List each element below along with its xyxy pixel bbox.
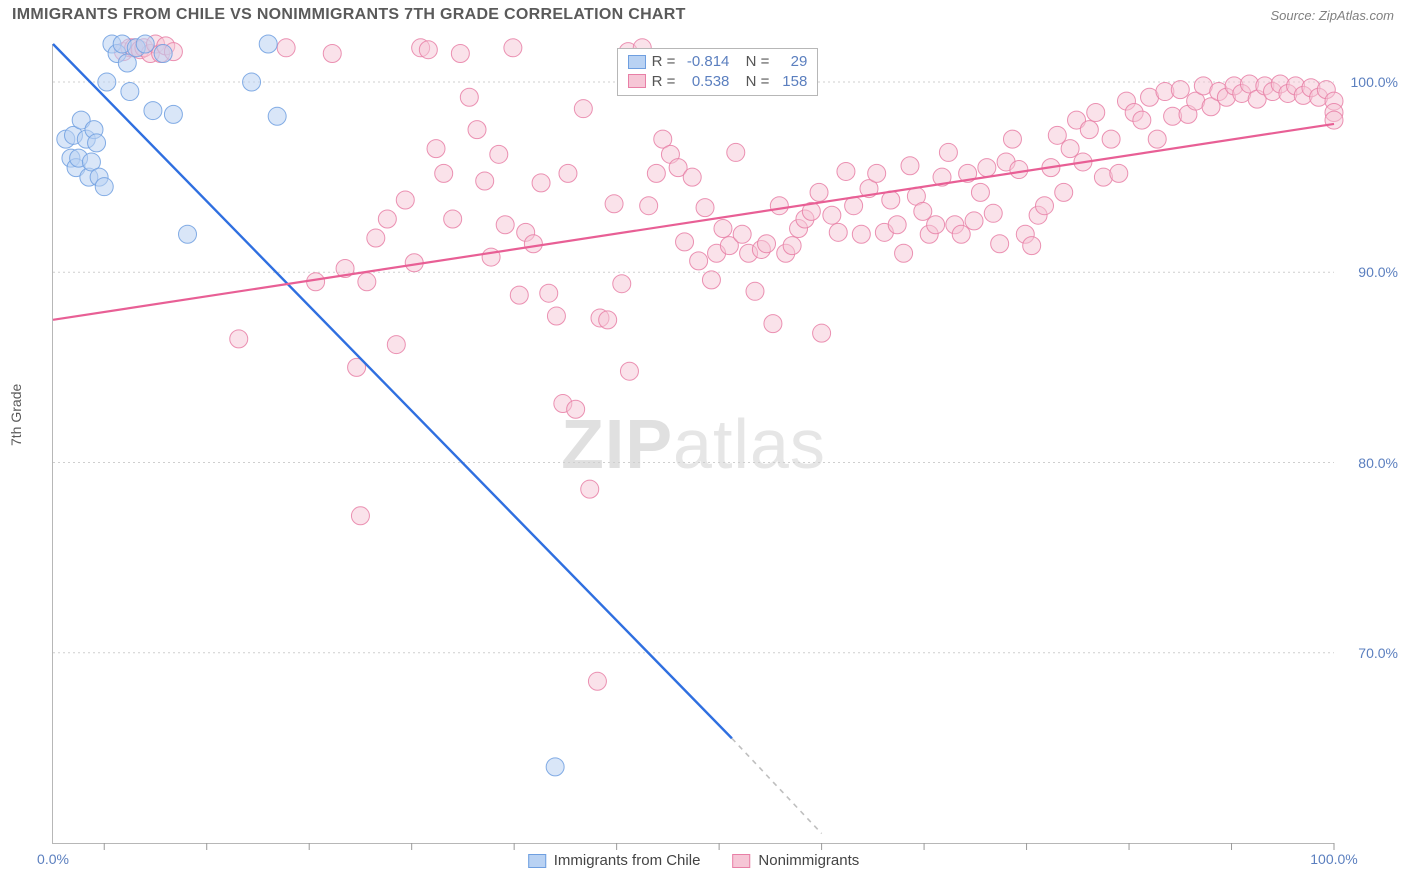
xtick-right: 100.0% bbox=[1310, 851, 1357, 867]
stat-r-val-a: -0.814 bbox=[681, 52, 729, 72]
stats-row-a: R = -0.814 N = 29 bbox=[628, 52, 808, 72]
legend-label-b: Nonimmigrants bbox=[758, 852, 859, 869]
stats-box: R = -0.814 N = 29 R = 0.538 N = 158 bbox=[617, 48, 819, 96]
legend-swatch-a bbox=[528, 854, 546, 868]
legend-item-a: Immigrants from Chile bbox=[528, 852, 701, 869]
stat-r-label-b: R = bbox=[652, 72, 676, 92]
stat-n-label-b: N = bbox=[746, 72, 770, 92]
swatch-a bbox=[628, 55, 646, 69]
ytick-label: 80.0% bbox=[1358, 455, 1398, 471]
stat-n-label-a: N = bbox=[746, 52, 770, 72]
ytick-label: 100.0% bbox=[1351, 74, 1398, 90]
plot-area: ZIPatlas R = -0.814 N = 29 R = 0.538 N =… bbox=[52, 44, 1334, 844]
bottom-legend: Immigrants from Chile Nonimmigrants bbox=[528, 852, 860, 869]
chart-title: IMMIGRANTS FROM CHILE VS NONIMMIGRANTS 7… bbox=[12, 6, 686, 24]
stat-r-val-b: 0.538 bbox=[681, 72, 729, 92]
legend-swatch-b bbox=[732, 854, 750, 868]
y-axis-title: 7th Grade bbox=[8, 384, 24, 446]
swatch-b bbox=[628, 74, 646, 88]
stat-r-label-a: R = bbox=[652, 52, 676, 72]
legend-item-b: Nonimmigrants bbox=[732, 852, 859, 869]
ytick-label: 70.0% bbox=[1358, 645, 1398, 661]
chart-svg bbox=[53, 44, 1334, 843]
xtick-left: 0.0% bbox=[37, 851, 69, 867]
ytick-label: 90.0% bbox=[1358, 264, 1398, 280]
legend-label-a: Immigrants from Chile bbox=[554, 852, 701, 869]
source-label: Source: ZipAtlas.com bbox=[1270, 8, 1394, 23]
stat-n-val-b: 158 bbox=[775, 72, 807, 92]
stats-row-b: R = 0.538 N = 158 bbox=[628, 72, 808, 92]
stat-n-val-a: 29 bbox=[775, 52, 807, 72]
